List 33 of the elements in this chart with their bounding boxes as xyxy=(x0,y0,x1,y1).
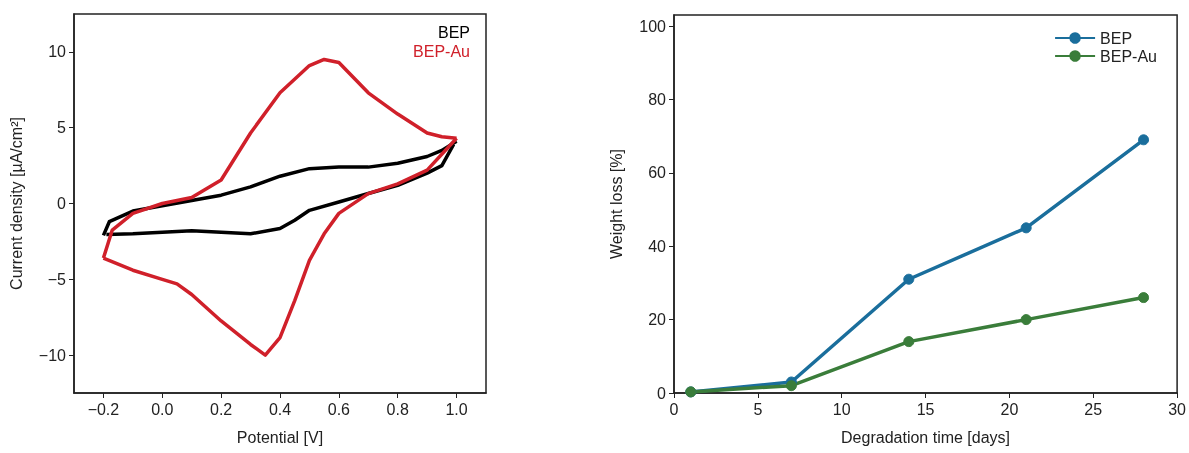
x-tick-label: 0.4 xyxy=(268,400,292,418)
y-axis-title: Weight loss [%] xyxy=(607,149,625,259)
x-tick-label: 0 xyxy=(669,400,679,418)
text: BEP xyxy=(437,23,470,41)
y-tick-label: 40 xyxy=(648,237,667,255)
y-tick-label: 60 xyxy=(648,164,667,182)
x-tick-label: 1.0 xyxy=(445,400,468,418)
x-tick-label: 15 xyxy=(916,400,935,418)
x-axis-title: Potential [V] xyxy=(236,428,324,446)
y-tick-label: 0 xyxy=(57,195,67,212)
x-tick-label: −0.2 xyxy=(87,400,120,418)
x-tick-label: 0.8 xyxy=(386,400,409,418)
x-tick-label: 0.2 xyxy=(210,400,233,418)
y-tick-label: 5 xyxy=(57,119,67,137)
x-tick-label: 0.0 xyxy=(151,400,174,418)
x-tick-label: 5 xyxy=(753,400,763,418)
y-tick-label: −5 xyxy=(47,270,67,288)
y-axis-title: Current density [µA/cm²] xyxy=(7,117,25,290)
y-tick-label: 0 xyxy=(657,384,667,402)
x-tick-label: 25 xyxy=(1084,400,1103,418)
x-tick-label: 20 xyxy=(1000,400,1019,418)
x-tick-label: 0.6 xyxy=(327,400,351,418)
y-tick-label: 10 xyxy=(48,43,67,61)
x-tick-label: 10 xyxy=(832,400,851,418)
y-tick-label: 80 xyxy=(648,90,667,108)
y-tick-label: −10 xyxy=(38,346,67,364)
legend-label: BEP xyxy=(1100,29,1133,47)
x-tick-label: 30 xyxy=(1168,400,1187,418)
legend-label: BEP-Au xyxy=(1100,47,1158,65)
y-tick-label: 100 xyxy=(639,17,667,35)
y-tick-label: 20 xyxy=(648,311,667,329)
text: BEP-Au xyxy=(413,42,471,60)
x-axis-title: Degradation time [days] xyxy=(841,428,1011,446)
